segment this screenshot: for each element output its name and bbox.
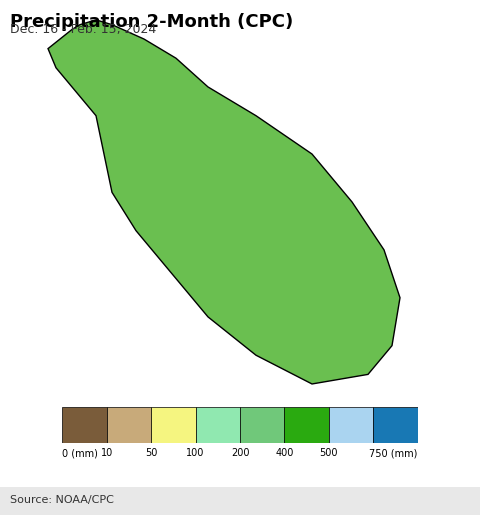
Text: 50: 50 bbox=[145, 448, 157, 458]
Bar bbox=[62, 407, 107, 443]
Bar bbox=[373, 407, 418, 443]
Bar bbox=[284, 407, 329, 443]
Text: 750 (mm): 750 (mm) bbox=[369, 448, 418, 458]
Text: 400: 400 bbox=[275, 448, 294, 458]
Text: 100: 100 bbox=[186, 448, 205, 458]
Polygon shape bbox=[48, 20, 400, 384]
Bar bbox=[107, 407, 151, 443]
Text: 10: 10 bbox=[101, 448, 113, 458]
Bar bbox=[151, 407, 196, 443]
Bar bbox=[196, 407, 240, 443]
Text: Source: NOAA/CPC: Source: NOAA/CPC bbox=[10, 495, 113, 505]
Text: Dec. 16 - Feb. 15, 2024: Dec. 16 - Feb. 15, 2024 bbox=[10, 23, 156, 36]
Text: 500: 500 bbox=[320, 448, 338, 458]
Bar bbox=[329, 407, 373, 443]
Text: Precipitation 2-Month (CPC): Precipitation 2-Month (CPC) bbox=[10, 13, 293, 31]
Text: 200: 200 bbox=[231, 448, 249, 458]
Bar bbox=[240, 407, 284, 443]
Text: 0 (mm): 0 (mm) bbox=[62, 448, 98, 458]
